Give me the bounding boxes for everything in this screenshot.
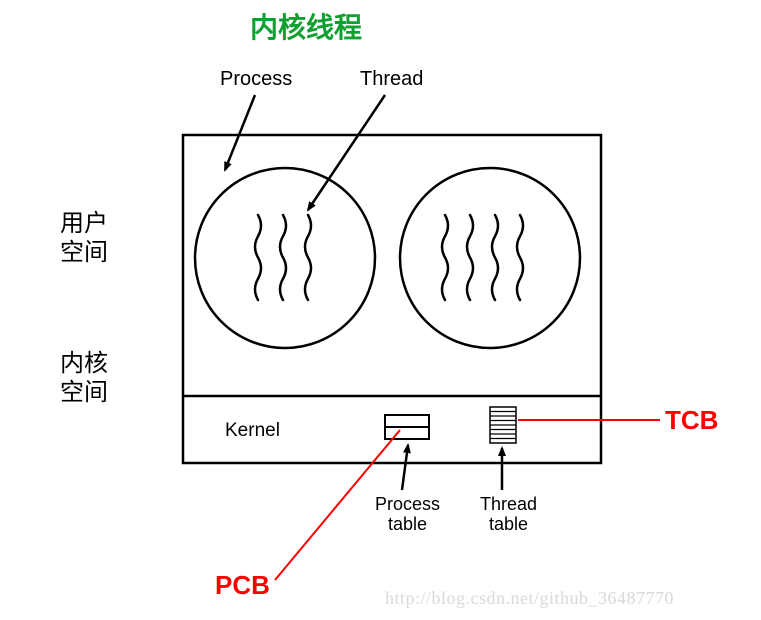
diagram-svg bbox=[0, 0, 761, 620]
